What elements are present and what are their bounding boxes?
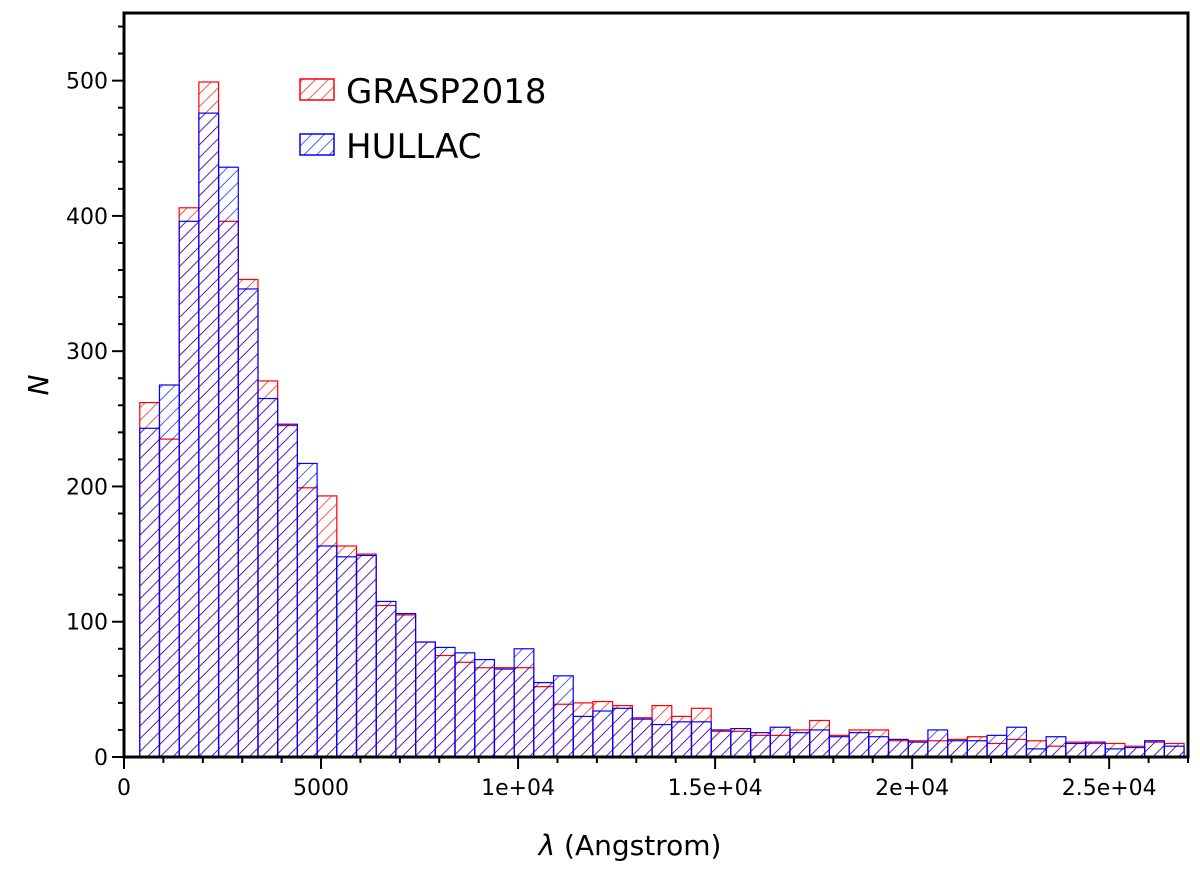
- bar-hullac-33: [789, 732, 811, 758]
- bar-hullac-51: [1144, 740, 1165, 758]
- bar-hullac-20: [533, 681, 555, 758]
- legend-item-hullac: HULLAC: [299, 127, 482, 167]
- bar-hullac-43: [986, 734, 1008, 758]
- bar-hullac-3: [198, 112, 220, 758]
- bar-hullac-29: [710, 729, 732, 758]
- x-tick-label: 1e+04: [481, 776, 555, 801]
- bar-hullac-7: [277, 423, 298, 758]
- bar-hullac-24: [612, 707, 633, 758]
- y-tick-label: 300: [66, 340, 108, 365]
- bar-hullac-27: [671, 721, 693, 758]
- bar-hullac-40: [927, 729, 949, 758]
- y-tick-label: 100: [66, 611, 108, 636]
- bar-hullac-38: [887, 738, 909, 758]
- bar-hullac-25: [631, 718, 653, 758]
- bar-hullac-4: [217, 166, 239, 758]
- legend-swatch-hullac: [299, 133, 335, 156]
- bar-hullac-21: [552, 675, 574, 758]
- y-tick-label: 0: [94, 746, 108, 771]
- x-tick-label: 1.5e+04: [668, 776, 763, 801]
- x-tick-label: 2e+04: [875, 776, 949, 801]
- bar-hullac-48: [1084, 741, 1106, 758]
- bar-hullac-13: [395, 613, 417, 758]
- legend-label-hullac: HULLAC: [346, 127, 482, 167]
- x-axis-ticks: 0 5000 1e+04 1.5e+04 2e+04 2.5e+04: [117, 757, 1189, 801]
- x-axis-label: λ (Angstrom): [537, 829, 722, 862]
- bar-hullac-17: [474, 659, 496, 758]
- y-axis-label: N: [22, 374, 55, 395]
- bar-hullac-19: [513, 648, 535, 758]
- bar-hullac-14: [415, 641, 436, 758]
- bar-hullac-11: [355, 554, 377, 758]
- bar-hullac-16: [454, 652, 476, 758]
- bar-hullac-18: [493, 668, 515, 758]
- bar-hullac-36: [848, 732, 870, 758]
- bar-hullac-0: [139, 427, 161, 758]
- series-hullac-bars: [139, 112, 1185, 758]
- bar-hullac-15: [434, 646, 456, 758]
- bar-hullac-41: [947, 740, 968, 758]
- x-tick-label: 5000: [293, 776, 349, 801]
- y-tick-label: 400: [66, 205, 108, 230]
- y-axis-ticks: 0 100 200 300 400 500: [66, 25, 124, 771]
- bar-hullac-32: [769, 726, 791, 758]
- bar-hullac-30: [730, 727, 752, 758]
- bar-hullac-9: [316, 545, 338, 758]
- bar-hullac-42: [966, 740, 988, 758]
- bar-hullac-22: [572, 715, 594, 758]
- bar-hullac-12: [375, 600, 397, 758]
- y-tick-label: 500: [66, 70, 108, 95]
- bar-hullac-2: [178, 220, 200, 758]
- bar-hullac-26: [651, 723, 673, 758]
- bar-hullac-47: [1065, 742, 1087, 758]
- legend: GRASP2018 HULLAC: [299, 72, 546, 167]
- legend-label-grasp2018: GRASP2018: [346, 72, 546, 112]
- bar-hullac-52: [1163, 745, 1185, 758]
- plot-frame: [122, 11, 1190, 759]
- bar-hullac-8: [296, 462, 318, 758]
- bar-hullac-34: [809, 729, 830, 758]
- bar-hullac-23: [592, 710, 614, 758]
- bar-hullac-6: [257, 397, 279, 758]
- bar-hullac-31: [749, 732, 771, 758]
- y-tick-label: 200: [66, 475, 108, 500]
- bar-hullac-28: [690, 721, 712, 758]
- bar-hullac-35: [828, 736, 850, 758]
- bar-hullac-1: [158, 384, 180, 758]
- bar-hullac-44: [1006, 726, 1028, 758]
- bar-hullac-5: [237, 288, 259, 758]
- x-tick-label: 2.5e+04: [1062, 776, 1157, 801]
- legend-item-grasp2018: GRASP2018: [299, 72, 546, 112]
- bar-hullac-10: [336, 556, 358, 758]
- legend-swatch-grasp2018: [299, 78, 335, 101]
- bar-hullac-46: [1045, 736, 1067, 758]
- bar-hullac-39: [907, 741, 929, 758]
- x-tick-label: 0: [117, 776, 131, 801]
- bar-hullac-37: [868, 736, 890, 758]
